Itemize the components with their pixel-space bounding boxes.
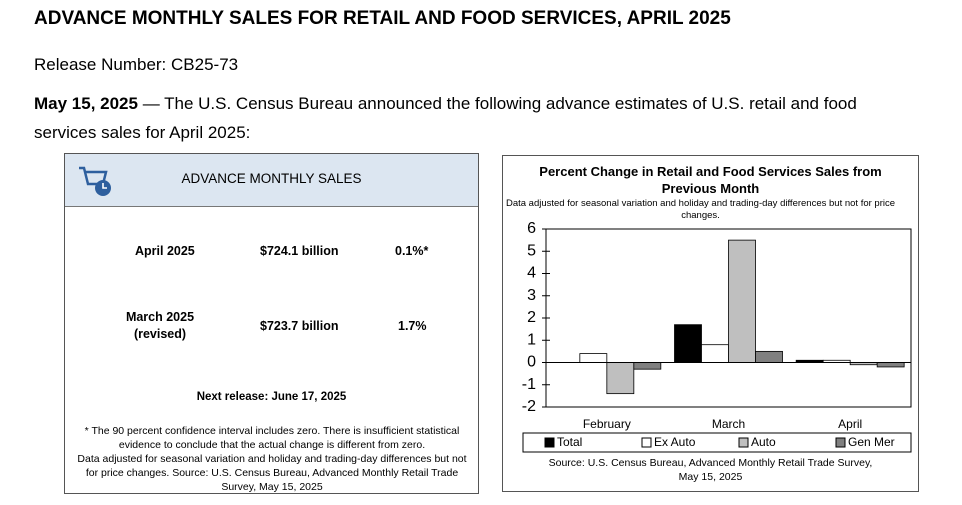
bar [701, 344, 729, 363]
chart: -2 -1 0 1 2 3 4 5 6 February March April Total Ex Aut… [522, 220, 912, 453]
chart-box: Percent Change in Retail and Food Servic… [502, 155, 919, 492]
legend-label: Total [557, 435, 582, 449]
intro: May 15, 2025 — The U.S. Census Bureau an… [34, 89, 904, 147]
y-tick-label: 0 [527, 354, 536, 371]
y-tick-label: 1 [527, 331, 536, 348]
chart-subtitle: Data adjusted for seasonal variation and… [505, 198, 896, 221]
row-label: April 2025 [135, 244, 195, 258]
x-tick-label: February [583, 417, 631, 431]
footnote: * The 90 percent confidence interval inc… [84, 425, 460, 451]
chart-source: Source: U.S. Census Bureau, Advanced Mon… [548, 457, 873, 483]
bar [876, 362, 905, 368]
sales-panel: ADVANCE MONTHLY SALES April 2025 $724.1 … [64, 153, 479, 494]
panel-title: ADVANCE MONTHLY SALES [65, 171, 478, 186]
legend-box [522, 432, 912, 453]
cart-icon [79, 166, 111, 196]
x-tick-label: March [712, 417, 745, 431]
legend-swatch [544, 437, 555, 448]
legend-swatch [835, 437, 846, 448]
release-number: Release Number: CB25-73 [34, 55, 239, 74]
legend-swatch [641, 437, 652, 448]
page-title: ADVANCE MONTHLY SALES FOR RETAIL AND FOO… [34, 8, 731, 29]
intro-text: — The U.S. Census Bureau announced the f… [34, 94, 857, 142]
y-tick-label: 3 [527, 287, 536, 304]
row-change: 1.7% [398, 319, 427, 333]
row-change: 0.1%* [395, 244, 429, 258]
bar [674, 324, 702, 363]
legend-label: Gen Mer [848, 435, 895, 449]
row-note: (revised) [133, 327, 187, 341]
clock-hands [102, 183, 107, 189]
bar [633, 362, 662, 370]
cart [79, 166, 108, 186]
y-tick-label: -1 [522, 376, 536, 393]
intro-date: May 15, 2025 [34, 94, 138, 113]
row-label: March 2025 [125, 310, 195, 324]
bar [728, 239, 756, 363]
row-value: $724.1 billion [260, 244, 339, 258]
legend-label: Auto [751, 435, 776, 449]
legend-swatch [738, 437, 749, 448]
bar [755, 350, 783, 363]
y-tick-label: 5 [527, 242, 536, 259]
chart-title: Percent Change in Retail and Food Servic… [539, 164, 882, 196]
footnote: Data adjusted for seasonal variation and… [77, 453, 467, 493]
y-tick-label: 4 [527, 265, 536, 282]
x-tick-label: April [838, 417, 862, 431]
next-release: Next release: June 17, 2025 [196, 391, 347, 403]
legend-label: Ex Auto [654, 435, 696, 449]
row-value: $723.7 billion [260, 319, 339, 333]
panel-title-text: ADVANCE MONTHLY SALES [181, 171, 362, 186]
y-tick-label: -2 [522, 398, 536, 415]
y-tick-label: 2 [527, 309, 536, 326]
bar [579, 353, 608, 363]
bar [606, 362, 635, 395]
y-tick-label: 6 [527, 220, 536, 237]
panel-header: ADVANCE MONTHLY SALES [65, 154, 478, 207]
